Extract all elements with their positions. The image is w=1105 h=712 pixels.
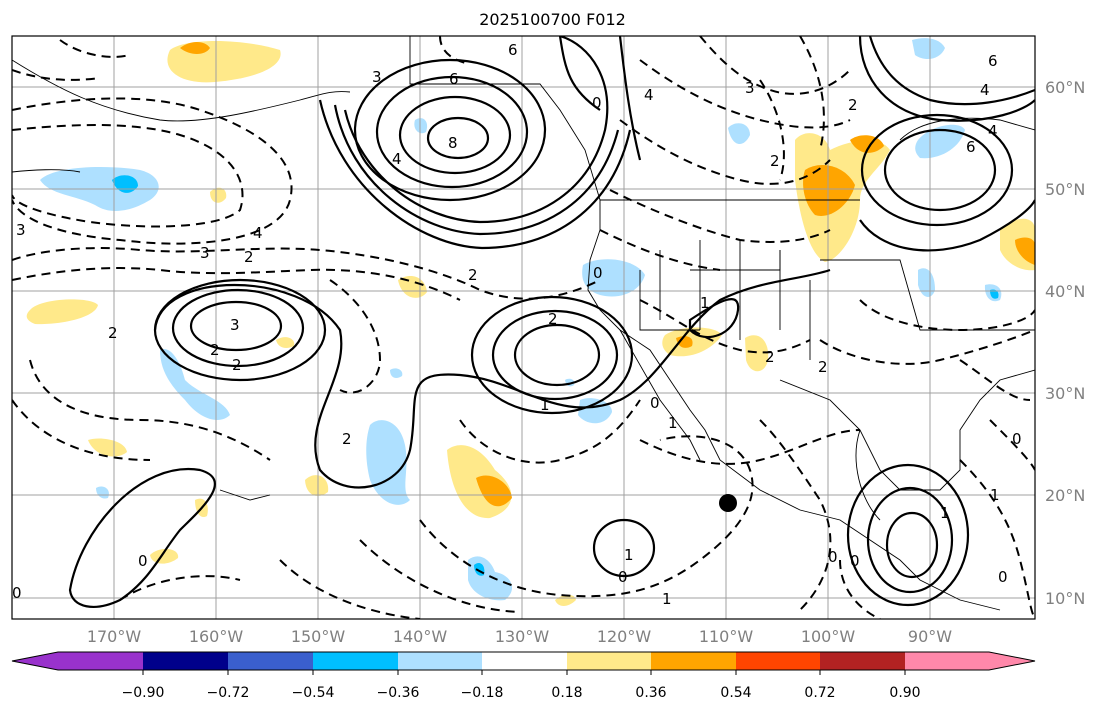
map-background — [12, 36, 1035, 619]
contour-label: 2 — [244, 248, 254, 266]
colorbar-outline — [11, 651, 1036, 671]
contour-label: 0 — [828, 548, 838, 566]
colorbar-segment — [820, 652, 905, 670]
colorbar-tick-marks — [142, 670, 906, 675]
contour-label: 2 — [848, 96, 858, 114]
lat-label: 60°N — [1045, 78, 1085, 97]
contour-label: 0 — [138, 552, 148, 570]
colorbar-segment — [313, 652, 398, 670]
colorbar-segment — [651, 652, 736, 670]
colorbar-tick-label: 0.72 — [804, 685, 835, 701]
lon-label: 90°W — [908, 627, 952, 646]
contour-label: 2 — [770, 152, 780, 170]
contour-label: 6 — [449, 70, 459, 88]
lon-label: 120°W — [597, 627, 652, 646]
lat-label: 40°N — [1045, 282, 1085, 301]
contour-label: 6 — [966, 138, 976, 156]
colorbar-tick-label: −0.18 — [461, 685, 504, 701]
contour-label: 1 — [662, 590, 672, 608]
colorbar-segment — [905, 652, 1035, 670]
contour-label: 2 — [818, 358, 828, 376]
colorbar-tick-label: 0.18 — [551, 685, 582, 701]
map-title: 2025100700 F012 — [479, 10, 626, 29]
contour-label: 2 — [210, 341, 220, 359]
contour-label: 2 — [232, 356, 242, 374]
positive-shading — [26, 41, 1035, 606]
lon-label: 170°W — [87, 627, 142, 646]
contour-label: 4 — [980, 81, 990, 99]
contour-label: 6 — [508, 41, 518, 59]
contour-label: 0 — [850, 552, 860, 570]
contour-label: 2 — [548, 310, 558, 328]
lon-label: 130°W — [495, 627, 550, 646]
colorbar-segment — [398, 652, 482, 670]
lon-label: 100°W — [801, 627, 856, 646]
contour-label: 0 — [592, 94, 602, 112]
contour-label: 1 — [940, 504, 950, 522]
colorbar-segment — [482, 652, 567, 670]
contour-label: 4 — [644, 86, 654, 104]
contour-label: 3 — [372, 68, 382, 86]
contour-label: 3 — [230, 316, 240, 334]
contour-label: 0 — [12, 584, 22, 602]
colorbar-segment — [736, 652, 820, 670]
contour-label: 6 — [988, 52, 998, 70]
contour-label: 3 — [745, 79, 755, 97]
contour-labels: 6 3 6 8 4 6 0 4 2 2 6 4 4 3 3 4 3 2 2 2 … — [12, 41, 1022, 608]
colorbar-tick-label: 0.36 — [635, 685, 666, 701]
negative-shading — [40, 38, 1002, 601]
contour-label: 0 — [618, 568, 628, 586]
lon-label: 140°W — [393, 627, 448, 646]
contour-label: 0 — [998, 568, 1008, 586]
lon-label: 150°W — [291, 627, 346, 646]
negative-contours — [12, 36, 1035, 619]
lon-label: 160°W — [189, 627, 244, 646]
contour-label: 0 — [593, 264, 603, 282]
contour-label: 4 — [988, 122, 998, 140]
contour-label: 2 — [468, 266, 478, 284]
contour-label: 2 — [342, 430, 352, 448]
contour-label: 4 — [253, 224, 263, 242]
colorbar-tick-label: −0.54 — [292, 685, 335, 701]
positive-contours — [68, 36, 1035, 608]
colorbar-tick-label: −0.90 — [122, 685, 165, 701]
contour-label: 0 — [650, 394, 660, 412]
lon-label: 110°W — [699, 627, 754, 646]
colorbar-segment — [567, 652, 651, 670]
colorbar-segment — [228, 652, 313, 670]
contour-label: 0 — [1012, 430, 1022, 448]
lat-label: 20°N — [1045, 486, 1085, 505]
contour-label: 1 — [668, 414, 678, 432]
colorbar-tick-label: −0.72 — [207, 685, 250, 701]
colorbar: −0.90 −0.72 −0.54 −0.36 −0.18 0.18 0.36 … — [11, 651, 1036, 701]
longitude-labels: 170°W 160°W 150°W 140°W 130°W 120°W 110°… — [87, 627, 952, 646]
colorbar-segment — [143, 652, 228, 670]
colorbar-tick-label: 0.54 — [720, 685, 751, 701]
contour-label: 4 — [392, 150, 402, 168]
contour-label: 1 — [540, 396, 550, 414]
latitude-labels: 60°N 50°N 40°N 30°N 20°N 10°N — [1045, 78, 1085, 608]
lat-label: 10°N — [1045, 589, 1085, 608]
map-frame — [11, 35, 1036, 620]
contour-label: 1 — [700, 294, 710, 312]
contour-label: 2 — [765, 348, 775, 366]
colorbar-segment — [12, 652, 143, 670]
location-marker — [719, 494, 737, 512]
contour-label: 3 — [16, 221, 26, 239]
lat-label: 30°N — [1045, 384, 1085, 403]
contour-label: 3 — [200, 244, 210, 262]
contour-label: 8 — [448, 134, 458, 152]
colorbar-tick-label: −0.36 — [377, 685, 420, 701]
contour-label: 1 — [624, 546, 634, 564]
contour-label: 2 — [108, 324, 118, 342]
contour-label: 1 — [990, 486, 1000, 504]
colorbar-tick-label: 0.90 — [889, 685, 920, 701]
lat-label: 50°N — [1045, 180, 1085, 199]
